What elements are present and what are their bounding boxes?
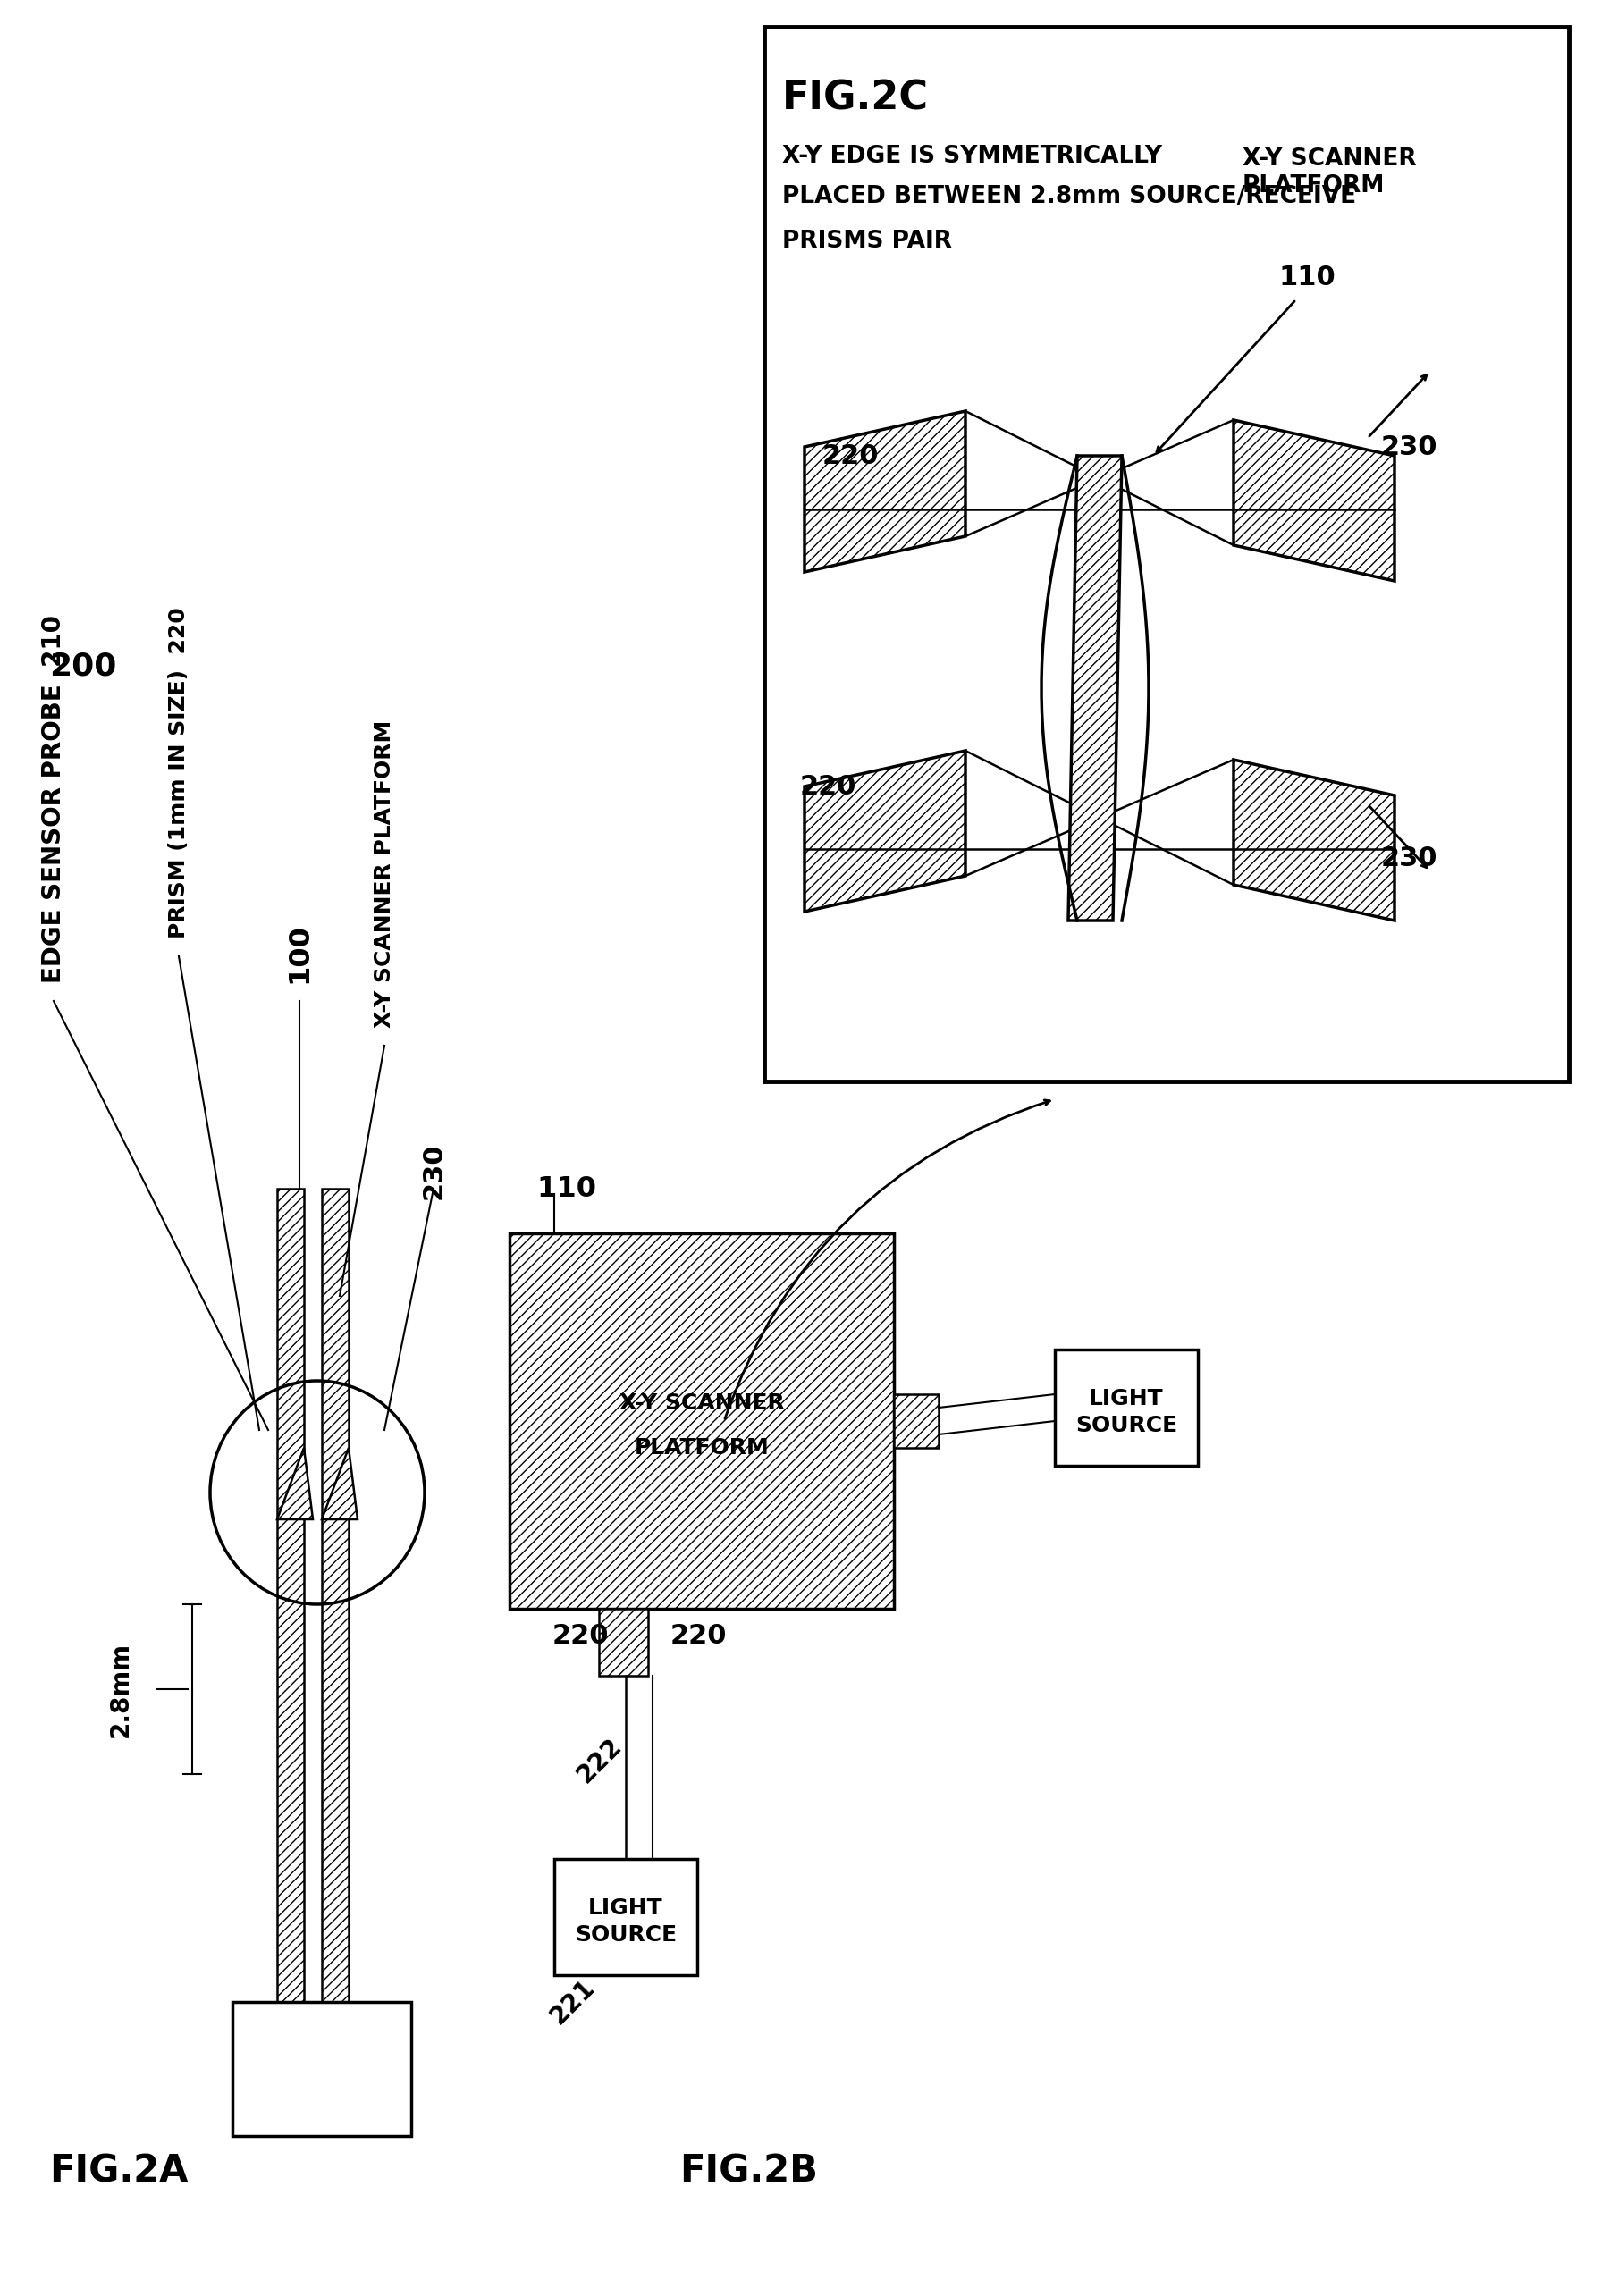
Text: 110: 110 (1278, 264, 1335, 289)
Bar (1055, 1350, 1198, 1465)
Text: 230: 230 (1382, 434, 1438, 459)
Text: 222: 222 (572, 1733, 626, 1789)
Polygon shape (1234, 760, 1394, 921)
Text: LIGHT: LIGHT (588, 1896, 663, 1919)
Polygon shape (1068, 457, 1122, 921)
Bar (599, 1609, 648, 1676)
Bar (232, 2002, 411, 2135)
Text: PRISMS PAIR: PRISMS PAIR (783, 230, 953, 253)
Polygon shape (277, 1449, 312, 1520)
Text: 220: 220 (552, 1623, 610, 1649)
Text: X-Y SCANNER PLATFORM: X-Y SCANNER PLATFORM (373, 721, 395, 1029)
Bar (764, 28, 1569, 1081)
Text: X-Y SCANNER
PLATFORM: X-Y SCANNER PLATFORM (1242, 147, 1417, 197)
Text: SOURCE: SOURCE (575, 1924, 677, 1945)
Text: 230: 230 (1382, 845, 1438, 870)
Text: 230: 230 (421, 1143, 447, 1199)
Bar (277, 1189, 304, 2002)
Text: LIGHT: LIGHT (1089, 1389, 1164, 1410)
Bar (893, 1394, 938, 1449)
Text: 220: 220 (800, 774, 857, 799)
Text: FIG.2A: FIG.2A (50, 2154, 187, 2190)
Text: 110: 110 (536, 1176, 596, 1203)
Text: 220: 220 (823, 443, 879, 468)
Polygon shape (805, 411, 965, 572)
Text: EDGE SENSOR PROBE  210: EDGE SENSOR PROBE 210 (42, 615, 66, 983)
Text: X-Y EDGE IS SYMMETRICALLY: X-Y EDGE IS SYMMETRICALLY (783, 145, 1162, 168)
Text: FIG.2B: FIG.2B (679, 2154, 818, 2190)
Text: 220: 220 (671, 1623, 727, 1649)
Polygon shape (322, 1449, 357, 1520)
Bar (554, 1860, 698, 1975)
Text: FIG.2C: FIG.2C (783, 78, 929, 117)
Text: PLACED BETWEEN 2.8mm SOURCE/RECEIVE: PLACED BETWEEN 2.8mm SOURCE/RECEIVE (783, 186, 1356, 209)
Polygon shape (1234, 420, 1394, 581)
Text: PRISM (1mm IN SIZE)  220: PRISM (1mm IN SIZE) 220 (168, 606, 189, 939)
Bar (322, 1189, 349, 2002)
Text: PLATFORM: PLATFORM (634, 1437, 768, 1458)
Text: 200: 200 (50, 650, 117, 682)
Polygon shape (805, 751, 965, 912)
Text: 100: 100 (285, 923, 314, 983)
Text: 2.8mm: 2.8mm (109, 1642, 133, 1738)
Bar (509, 1233, 893, 1609)
Text: SOURCE: SOURCE (1076, 1414, 1177, 1437)
Text: 221: 221 (546, 1975, 600, 2030)
Text: X-Y SCANNER: X-Y SCANNER (620, 1391, 784, 1414)
